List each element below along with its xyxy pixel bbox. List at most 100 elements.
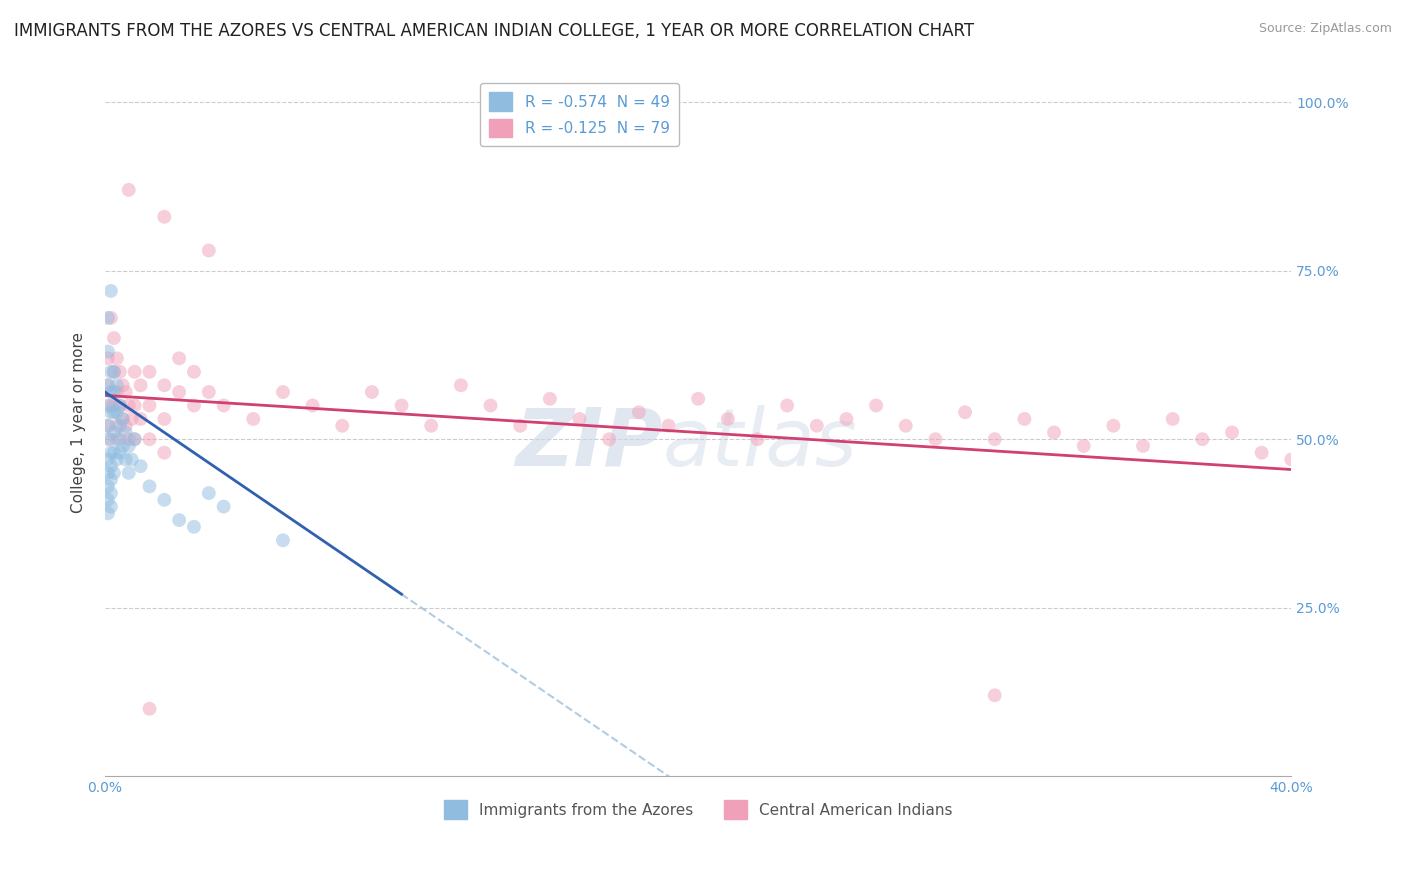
Point <box>138 399 160 413</box>
Point <box>100 459 122 474</box>
Point <box>776 399 799 413</box>
Point <box>509 418 531 433</box>
Text: Source: ZipAtlas.com: Source: ZipAtlas.com <box>1258 22 1392 36</box>
Point <box>111 412 134 426</box>
Point <box>97 506 120 520</box>
Point <box>100 432 122 446</box>
Point <box>114 452 136 467</box>
Point <box>747 432 769 446</box>
Point <box>100 500 122 514</box>
Point <box>894 418 917 433</box>
Point <box>138 702 160 716</box>
Point <box>105 418 128 433</box>
Point <box>103 331 125 345</box>
Point <box>835 412 858 426</box>
Point <box>100 384 122 399</box>
Point <box>97 492 120 507</box>
Point <box>105 378 128 392</box>
Point <box>450 378 472 392</box>
Point <box>108 445 131 459</box>
Point <box>138 479 160 493</box>
Point <box>103 365 125 379</box>
Point <box>124 399 146 413</box>
Point <box>103 405 125 419</box>
Point <box>105 384 128 399</box>
Point <box>97 351 120 366</box>
Point <box>118 399 141 413</box>
Point <box>100 284 122 298</box>
Point <box>97 479 120 493</box>
Point <box>118 183 141 197</box>
Point <box>953 405 976 419</box>
Point <box>114 418 136 433</box>
Point <box>97 466 120 480</box>
Point <box>1014 412 1036 426</box>
Point <box>100 445 122 459</box>
Point <box>330 418 353 433</box>
Point <box>103 365 125 379</box>
Point <box>1043 425 1066 440</box>
Point <box>97 344 120 359</box>
Point <box>100 310 122 325</box>
Point <box>105 351 128 366</box>
Point <box>183 399 205 413</box>
Point <box>108 365 131 379</box>
Point <box>103 466 125 480</box>
Point <box>129 459 152 474</box>
Point <box>108 432 131 446</box>
Point <box>391 399 413 413</box>
Point <box>97 399 120 413</box>
Point <box>97 432 120 446</box>
Point <box>138 365 160 379</box>
Point <box>111 378 134 392</box>
Point <box>100 486 122 500</box>
Point <box>806 418 828 433</box>
Point <box>167 384 190 399</box>
Point <box>198 486 221 500</box>
Point <box>114 384 136 399</box>
Point <box>153 445 176 459</box>
Point <box>538 392 561 406</box>
Point <box>100 473 122 487</box>
Point <box>103 399 125 413</box>
Point <box>111 439 134 453</box>
Text: ZIP: ZIP <box>515 405 662 483</box>
Point <box>198 244 221 258</box>
Point <box>271 533 294 548</box>
Point <box>129 378 152 392</box>
Point <box>103 425 125 440</box>
Point <box>1250 445 1272 459</box>
Point <box>167 351 190 366</box>
Point <box>479 399 502 413</box>
Point <box>1102 418 1125 433</box>
Point <box>657 418 679 433</box>
Point <box>1132 439 1154 453</box>
Text: IMMIGRANTS FROM THE AZORES VS CENTRAL AMERICAN INDIAN COLLEGE, 1 YEAR OR MORE CO: IMMIGRANTS FROM THE AZORES VS CENTRAL AM… <box>14 22 974 40</box>
Point <box>108 399 131 413</box>
Point <box>627 405 650 419</box>
Point <box>212 500 235 514</box>
Point <box>105 405 128 419</box>
Point <box>212 399 235 413</box>
Point <box>118 466 141 480</box>
Point <box>568 412 591 426</box>
Point <box>100 405 122 419</box>
Point <box>301 399 323 413</box>
Point <box>97 378 120 392</box>
Point <box>1073 439 1095 453</box>
Point <box>121 412 143 426</box>
Point <box>865 399 887 413</box>
Point <box>118 432 141 446</box>
Point <box>598 432 620 446</box>
Point <box>361 384 384 399</box>
Point <box>1161 412 1184 426</box>
Point <box>111 412 134 426</box>
Point <box>688 392 710 406</box>
Point <box>984 432 1007 446</box>
Point <box>1279 452 1302 467</box>
Point <box>153 412 176 426</box>
Point <box>108 399 131 413</box>
Point <box>924 432 946 446</box>
Point <box>198 384 221 399</box>
Y-axis label: College, 1 year or more: College, 1 year or more <box>72 332 86 513</box>
